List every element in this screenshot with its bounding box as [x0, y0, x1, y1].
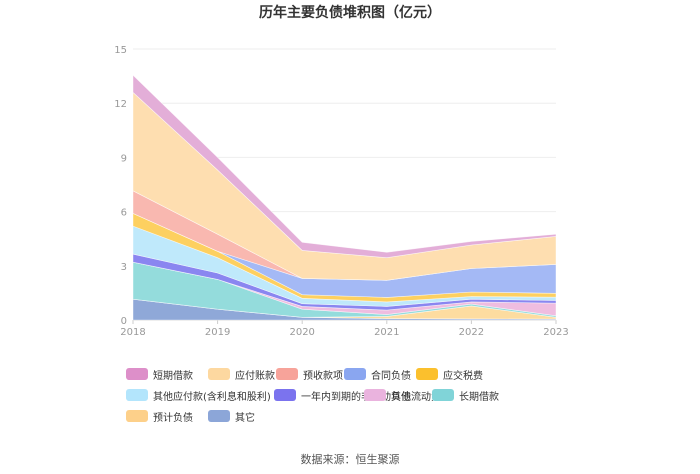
data-source: 数据来源：恒生聚源 [300, 453, 400, 466]
x-tick-label: 2019 [205, 327, 230, 338]
legend-item[interactable]: 预收款项 [276, 366, 343, 382]
legend-swatch [364, 389, 386, 401]
legend-label: 预收款项 [303, 370, 343, 382]
x-tick-label: 2020 [289, 327, 314, 338]
legend-label: 应付账款 [235, 370, 275, 382]
legend-label: 应交税费 [443, 370, 483, 382]
legend-item[interactable]: 短期借款 [126, 366, 193, 382]
legend-swatch [276, 368, 298, 380]
legend-label: 预计负债 [153, 412, 193, 424]
area-series [132, 74, 557, 259]
legend-swatch [432, 389, 454, 401]
legend-swatch [126, 368, 148, 380]
legend-item[interactable]: 应交税费 [416, 366, 483, 382]
legend-item[interactable]: 其他应付款(含利息和股利) [126, 387, 271, 403]
y-tick-label: 3 [121, 262, 127, 273]
legend-swatch [344, 368, 366, 380]
y-tick-label: 12 [114, 99, 127, 110]
y-tick-label: 15 [114, 45, 127, 56]
legend-item[interactable]: 预计负债 [126, 408, 193, 424]
legend-label: 短期借款 [153, 370, 193, 382]
legend-item[interactable]: 其他流动负债 [364, 387, 451, 403]
chart-title: 历年主要负债堆积图（亿元） [259, 5, 441, 21]
legend-label: 其他流动负债 [391, 391, 451, 403]
y-tick-label: 0 [121, 316, 127, 327]
x-tick-label: 2021 [374, 327, 399, 338]
legend-label: 其他应付款(含利息和股利) [153, 391, 271, 403]
y-tick-label: 9 [121, 153, 127, 164]
legend-label: 长期借款 [459, 391, 499, 403]
legend-label: 一年内到期的非流动负债 [301, 391, 411, 403]
legend-item[interactable]: 其它 [208, 408, 255, 424]
legend-swatch [416, 368, 438, 380]
x-tick-label: 2022 [459, 327, 484, 338]
legend-label: 其它 [235, 412, 255, 424]
legend-swatch [208, 410, 230, 422]
y-tick-label: 6 [121, 208, 127, 219]
legend-swatch [126, 389, 148, 401]
legend-swatch [274, 389, 296, 401]
legend-label: 合同负债 [371, 370, 411, 382]
x-tick-label: 2023 [543, 327, 568, 338]
legend-item[interactable]: 应付账款 [208, 366, 275, 382]
legend-item[interactable]: 长期借款 [432, 387, 499, 403]
legend-swatch [208, 368, 230, 380]
legend-item[interactable]: 合同负债 [344, 366, 411, 382]
legend-swatch [126, 410, 148, 422]
x-tick-label: 2018 [120, 327, 145, 338]
legend-item[interactable]: 一年内到期的非流动负债 [274, 387, 411, 403]
